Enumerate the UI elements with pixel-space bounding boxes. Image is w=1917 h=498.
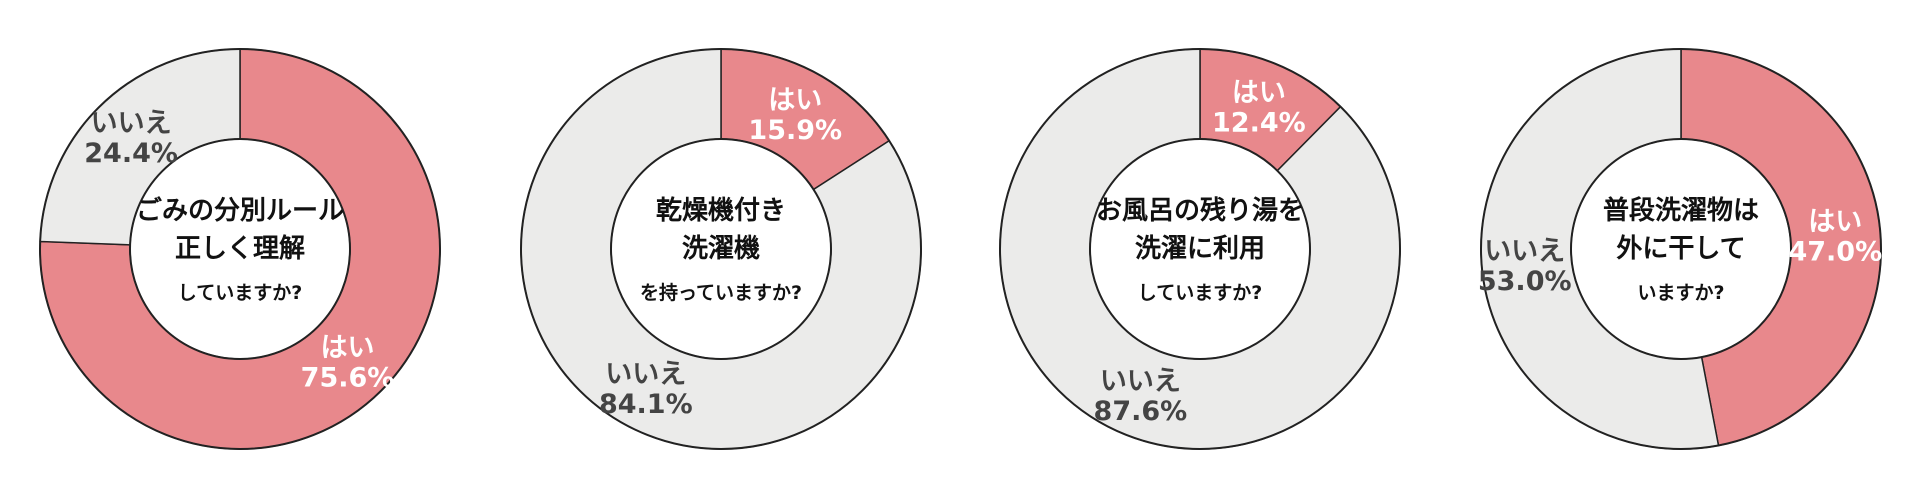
slice-value-no: 87.6% [1094, 396, 1188, 427]
donut-inner-ring [1570, 138, 1792, 360]
slice-value-yes: 12.4% [1212, 108, 1306, 139]
slice-label-yes: はい [1808, 206, 1862, 237]
slice-label-yes: はい [768, 85, 822, 116]
center-question-line: 洗濯に利用 [1135, 234, 1265, 264]
center-question-sub: を持っていますか? [640, 281, 802, 304]
donut-outer-ring [520, 48, 922, 450]
donut-outer-ring [999, 48, 1401, 450]
center-question-line: 乾燥機付き [656, 196, 786, 226]
center-question-line: 外に干して [1616, 234, 1745, 264]
slice-label-no: いいえ [1100, 366, 1181, 397]
slice-label-no: いいえ [91, 108, 172, 139]
slice-label-no: いいえ [1484, 236, 1565, 267]
slice-label-yes: はい [1232, 78, 1286, 109]
slice-value-no: 24.4% [84, 138, 178, 169]
center-question-line: ごみの分別ルール [136, 195, 344, 226]
donut-outer-ring [39, 48, 441, 450]
donut-inner-ring [129, 138, 351, 360]
center-question-line: 洗濯機 [682, 234, 760, 264]
center-question-line: 普段洗濯物は [1603, 195, 1759, 226]
center-question-line: 正しく理解 [175, 234, 305, 264]
center-question-sub: していますか? [178, 282, 302, 304]
center-question-sub: いますか? [1637, 282, 1724, 304]
slice-value-yes: 75.6% [301, 363, 395, 394]
slice-value-no: 53.0% [1478, 266, 1572, 297]
donut-inner-ring [610, 138, 832, 360]
slice-value-yes: 15.9% [748, 115, 842, 146]
slice-label-no: いいえ [605, 359, 686, 390]
slice-label-yes: はい [321, 333, 375, 364]
center-question-line: お風呂の残り湯を [1096, 196, 1304, 226]
slice-value-no: 84.1% [599, 389, 693, 420]
donut-outer-ring [1480, 48, 1882, 450]
slice-value-yes: 47.0% [1788, 236, 1882, 267]
donut-inner-ring [1089, 138, 1311, 360]
center-question-sub: していますか? [1138, 282, 1262, 304]
